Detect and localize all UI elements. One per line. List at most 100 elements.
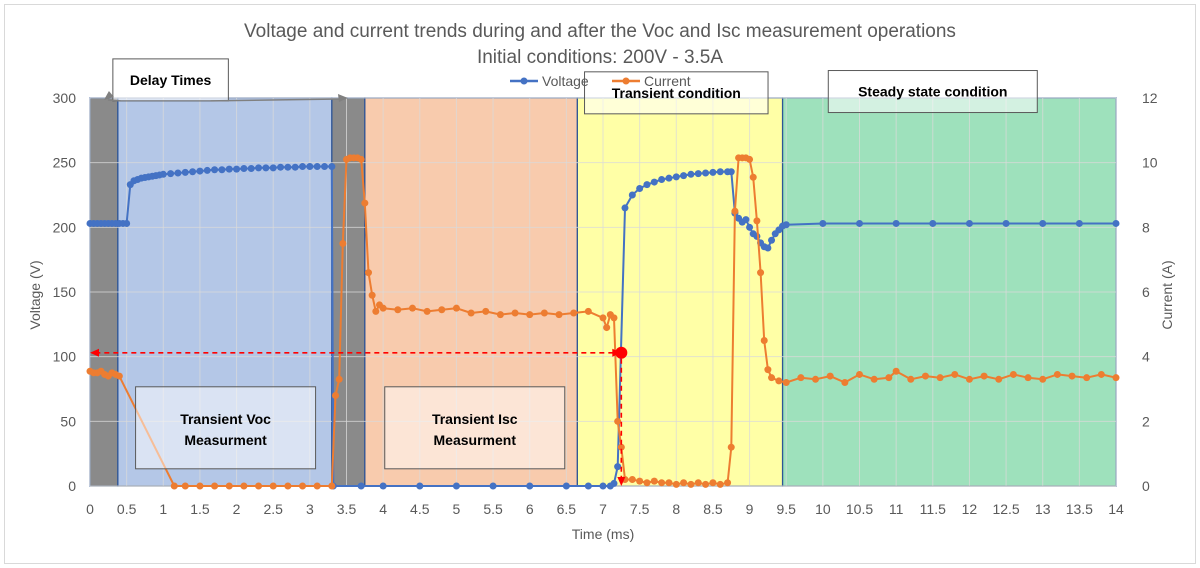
data-point-current bbox=[775, 377, 783, 385]
data-point-current bbox=[709, 479, 717, 487]
data-point-voltage bbox=[965, 219, 973, 227]
data-point-current bbox=[672, 480, 680, 488]
data-point-current bbox=[716, 480, 724, 488]
data-point-current bbox=[892, 367, 900, 375]
data-point-voltage bbox=[233, 165, 241, 173]
data-point-voltage bbox=[262, 164, 270, 172]
annotation-2: Steady state condition bbox=[827, 70, 1038, 114]
data-point-current bbox=[335, 375, 343, 383]
data-point-current bbox=[921, 372, 929, 380]
annotation-label: Transient Isc bbox=[432, 411, 518, 427]
data-point-voltage bbox=[672, 173, 680, 181]
overlay-layer: Delay Times Transient condition Steady sta… bbox=[90, 58, 1038, 486]
y-left-tick-label: 50 bbox=[60, 413, 76, 429]
x-tick-label: 2 bbox=[233, 501, 241, 517]
y-left-tick-label: 250 bbox=[53, 155, 77, 171]
annotation-1: Transient condition bbox=[584, 71, 769, 115]
data-point-current bbox=[782, 379, 790, 387]
legend-current-label: Current bbox=[644, 73, 691, 89]
data-point-current bbox=[438, 306, 446, 314]
data-point-current bbox=[727, 443, 735, 451]
data-point-voltage bbox=[584, 482, 592, 490]
data-point-current bbox=[368, 291, 376, 299]
y-right-tick-label: 6 bbox=[1142, 284, 1150, 300]
data-point-current bbox=[760, 337, 768, 344]
series-layer bbox=[86, 154, 1120, 490]
data-point-voltage bbox=[299, 163, 307, 171]
data-point-current bbox=[650, 477, 658, 485]
data-point-current bbox=[687, 480, 695, 488]
data-point-voltage bbox=[452, 482, 460, 490]
data-point-voltage bbox=[189, 168, 197, 176]
data-point-voltage bbox=[658, 175, 666, 183]
annotation-box bbox=[112, 58, 229, 102]
data-point-current bbox=[610, 314, 618, 322]
data-point-current bbox=[225, 482, 233, 490]
data-point-voltage bbox=[167, 170, 175, 178]
x-tick-label: 3.5 bbox=[337, 501, 357, 517]
data-point-current bbox=[665, 479, 673, 487]
data-point-voltage bbox=[614, 463, 622, 471]
legend: Voltage Current bbox=[510, 73, 691, 89]
data-point-voltage bbox=[1039, 219, 1047, 227]
data-point-current bbox=[240, 482, 248, 490]
data-point-voltage bbox=[892, 219, 900, 227]
x-tick-label: 3 bbox=[306, 501, 314, 517]
data-point-current bbox=[599, 314, 607, 322]
data-point-current bbox=[584, 307, 592, 315]
data-point-current bbox=[746, 155, 754, 163]
x-tick-label: 1 bbox=[159, 501, 167, 517]
data-point-voltage bbox=[819, 219, 827, 227]
data-point-current bbox=[540, 309, 548, 317]
data-point-current bbox=[467, 309, 475, 317]
data-point-current bbox=[885, 374, 893, 382]
data-point-current bbox=[753, 217, 761, 225]
annotation-box bbox=[827, 70, 1038, 114]
data-point-current bbox=[936, 374, 944, 382]
data-point-voltage bbox=[269, 164, 277, 172]
x-tick-label: 10.5 bbox=[846, 501, 873, 517]
data-point-voltage bbox=[702, 169, 710, 177]
x-tick-label: 8.5 bbox=[703, 501, 723, 517]
data-point-current bbox=[496, 311, 504, 319]
legend-voltage-marker bbox=[520, 77, 528, 85]
data-point-current bbox=[196, 482, 204, 490]
data-point-voltage bbox=[1075, 219, 1083, 227]
data-point-current bbox=[1039, 375, 1047, 383]
y-right-tick-label: 10 bbox=[1142, 155, 1158, 171]
data-point-current bbox=[724, 479, 732, 487]
data-point-current bbox=[339, 240, 347, 247]
x-tick-label: 9.5 bbox=[776, 501, 796, 517]
y-right-tick-label: 8 bbox=[1142, 219, 1150, 235]
data-point-voltage bbox=[174, 169, 182, 177]
data-point-voltage bbox=[621, 204, 629, 212]
data-point-voltage bbox=[291, 163, 299, 171]
data-point-current bbox=[364, 269, 372, 277]
data-point-voltage bbox=[650, 178, 658, 186]
x-tick-label: 7 bbox=[599, 501, 607, 517]
y-axis-left-title: Voltage (V) bbox=[27, 260, 43, 329]
data-point-voltage bbox=[196, 167, 204, 175]
data-point-current bbox=[255, 482, 263, 490]
data-point-voltage bbox=[694, 170, 702, 178]
data-point-current bbox=[1112, 374, 1120, 382]
data-point-current bbox=[995, 375, 1003, 383]
x-tick-label: 0.5 bbox=[117, 501, 137, 517]
annotation-box bbox=[384, 386, 566, 470]
x-tick-label: 6.5 bbox=[557, 501, 577, 517]
data-point-current bbox=[680, 479, 688, 487]
data-point-current bbox=[357, 155, 365, 163]
data-point-current bbox=[841, 379, 849, 387]
data-point-current bbox=[1053, 370, 1061, 378]
data-point-voltage bbox=[159, 170, 167, 178]
x-axis-title: Time (ms) bbox=[572, 526, 634, 542]
y-left-tick-label: 100 bbox=[53, 349, 77, 365]
data-point-voltage bbox=[709, 168, 717, 176]
y-axis-right-title: Current (A) bbox=[1159, 260, 1175, 329]
ticks-layer: 0 0.5 1 1.5 2 2.5 3 3.5 4 4.5 5 5.5 6 6.5 7 7.5 8 8.5 9 9.5… bbox=[53, 90, 1158, 517]
x-tick-label: 13.5 bbox=[1066, 501, 1093, 517]
data-point-current bbox=[636, 477, 644, 485]
annotation-label: Delay Times bbox=[130, 72, 212, 88]
data-point-voltage bbox=[562, 482, 570, 490]
